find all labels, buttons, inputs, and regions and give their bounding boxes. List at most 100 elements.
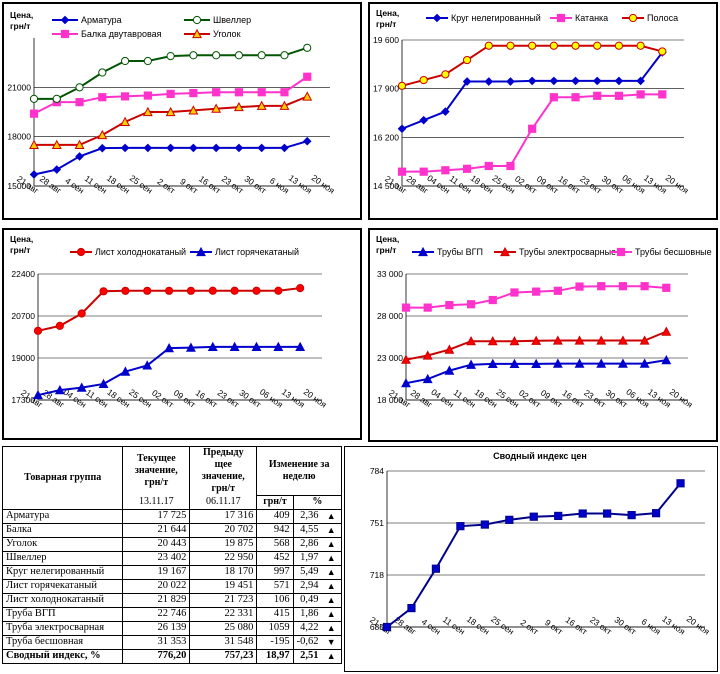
data-point	[29, 170, 39, 179]
chart-panel-pipes: 18 000 23 000 28 000 33 000 21 авг 28 авг 04 с…	[368, 228, 718, 442]
cell-change-abs: 1059	[256, 620, 294, 636]
data-point	[423, 303, 432, 312]
data-point	[143, 56, 152, 66]
unit-label: грн/т	[376, 19, 396, 29]
cell-current: 19 167	[122, 564, 191, 580]
x-tick-label: 30 окт	[613, 615, 639, 637]
x-tick-label: 20 ноя	[310, 173, 337, 196]
y-tick-label: 15000	[7, 181, 31, 191]
data-point	[466, 336, 477, 346]
data-point	[636, 90, 645, 99]
arrow-up-icon: ▲	[321, 578, 342, 594]
legend-marker	[500, 246, 510, 257]
cell-group: Балка	[1, 522, 124, 538]
data-point	[121, 286, 130, 295]
y-tick-label: 17300	[11, 395, 35, 405]
legend-label: Арматура	[81, 15, 122, 25]
x-tick-label: 20 ноя	[664, 173, 691, 196]
y-tick-label: 22400	[11, 269, 35, 279]
x-tick-label: 28 авг	[38, 174, 64, 196]
data-point	[444, 365, 455, 375]
data-point	[407, 603, 416, 613]
data-point	[143, 91, 152, 100]
data-point	[120, 56, 130, 66]
legend-label: Трубы бесшовные	[635, 247, 712, 257]
data-point	[33, 389, 43, 400]
data-point	[252, 286, 261, 295]
header-current: Текущее значение, грн/т	[122, 446, 191, 495]
legend-marker	[192, 28, 202, 39]
unit-label: грн/т	[10, 21, 30, 31]
cell-change-pct: 2,94	[292, 578, 322, 594]
header-unit-pct: %	[292, 494, 343, 510]
data-point	[596, 358, 607, 368]
data-point	[251, 341, 262, 351]
data-point	[462, 55, 472, 65]
cell-group: Сводный индекс, %	[1, 648, 124, 664]
x-tick-label: 16 окт	[557, 174, 583, 196]
legend-label: Швеллер	[213, 15, 251, 25]
x-tick-label: 18 сен	[465, 614, 492, 637]
x-tick-label: 2 окт	[519, 617, 541, 636]
data-point	[658, 90, 667, 99]
x-tick-label: 23 окт	[220, 174, 246, 196]
legend-label: Трубы ВГП	[437, 247, 483, 257]
unit-label: Цена,	[10, 10, 33, 20]
legend-label: Трубы электросварные	[519, 247, 616, 257]
table-row: Лист горячекатаный 20 022 19 451 571 2,94 ▲	[1, 578, 342, 594]
arrow-up-icon: ▲	[321, 564, 342, 580]
data-point	[397, 124, 407, 134]
data-point	[164, 286, 174, 295]
table-row: Труба электросварная 26 139 25 080 1059 4,22…	[1, 620, 342, 636]
data-point	[419, 75, 428, 85]
y-tick-label: 16 200	[373, 132, 399, 142]
data-point	[462, 77, 472, 86]
legend-label: Уголок	[213, 29, 241, 39]
data-point	[212, 51, 221, 60]
data-point	[185, 342, 196, 352]
data-point	[401, 303, 411, 312]
y-tick-label: 751	[370, 518, 384, 528]
cell-change-abs: 452	[256, 550, 294, 566]
data-point	[639, 335, 650, 345]
data-point	[531, 335, 542, 345]
data-point	[273, 341, 284, 351]
data-point	[617, 358, 628, 368]
legend-marker	[628, 13, 638, 23]
x-tick-label: 23 окт	[578, 174, 604, 196]
data-point	[234, 143, 244, 153]
data-point	[419, 115, 428, 125]
series-line	[37, 345, 301, 397]
price-table-container: Товарная группа Текущее значение, грн/т …	[1, 446, 343, 672]
cell-group: Арматура	[1, 508, 124, 524]
data-point	[578, 509, 587, 518]
data-point	[233, 101, 244, 112]
unit-label: грн/т	[10, 245, 30, 255]
header-change: Изменение за неделю	[256, 446, 342, 496]
table-row: Балка 21 644 20 702 942 4,55 ▲	[1, 522, 342, 538]
data-point	[303, 72, 312, 81]
data-point	[549, 76, 559, 86]
series-line	[386, 482, 682, 628]
cell-previous: 21 723	[189, 592, 258, 608]
data-point	[532, 287, 541, 296]
data-point	[55, 321, 64, 330]
data-point	[549, 93, 558, 102]
data-point	[207, 341, 218, 351]
data-point	[143, 143, 153, 153]
data-point	[506, 161, 515, 171]
table-row: Труба ВГП 22 746 22 331 415 1,86 ▲	[1, 606, 342, 622]
cell-previous: 19 451	[189, 578, 258, 594]
x-tick-label: 30 окт	[600, 174, 626, 196]
table-row: Круг нелегированный 19 167 18 170 997 5,49 ▲	[1, 564, 342, 580]
x-tick-label: 04 сен	[425, 173, 452, 196]
data-point	[575, 282, 584, 291]
x-tick-label: 20 ноя	[302, 387, 329, 410]
y-tick-label: 33 000	[377, 269, 403, 279]
arrow-up-icon: ▲	[321, 592, 342, 608]
cell-change-pct: 4,22	[292, 620, 322, 636]
data-point	[208, 286, 217, 295]
